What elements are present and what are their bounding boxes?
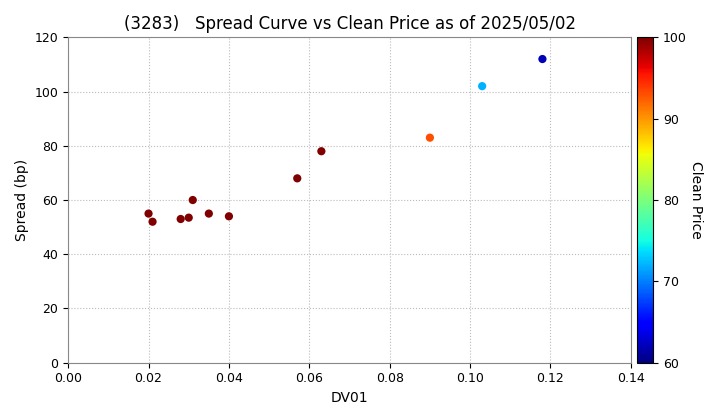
X-axis label: DV01: DV01 [330,391,369,405]
Point [187,197,199,203]
Point [147,218,158,225]
Y-axis label: Clean Price: Clean Price [689,161,703,239]
Point [183,214,194,221]
Point [175,215,186,222]
Y-axis label: Spread (bp): Spread (bp) [15,159,29,241]
Point [143,210,154,217]
Point [424,134,436,141]
Title: (3283)   Spread Curve vs Clean Price as of 2025/05/02: (3283) Spread Curve vs Clean Price as of… [124,15,575,33]
Point [536,56,548,63]
Point [315,148,327,155]
Point [223,213,235,220]
Point [203,210,215,217]
Point [477,83,488,89]
Point [292,175,303,182]
